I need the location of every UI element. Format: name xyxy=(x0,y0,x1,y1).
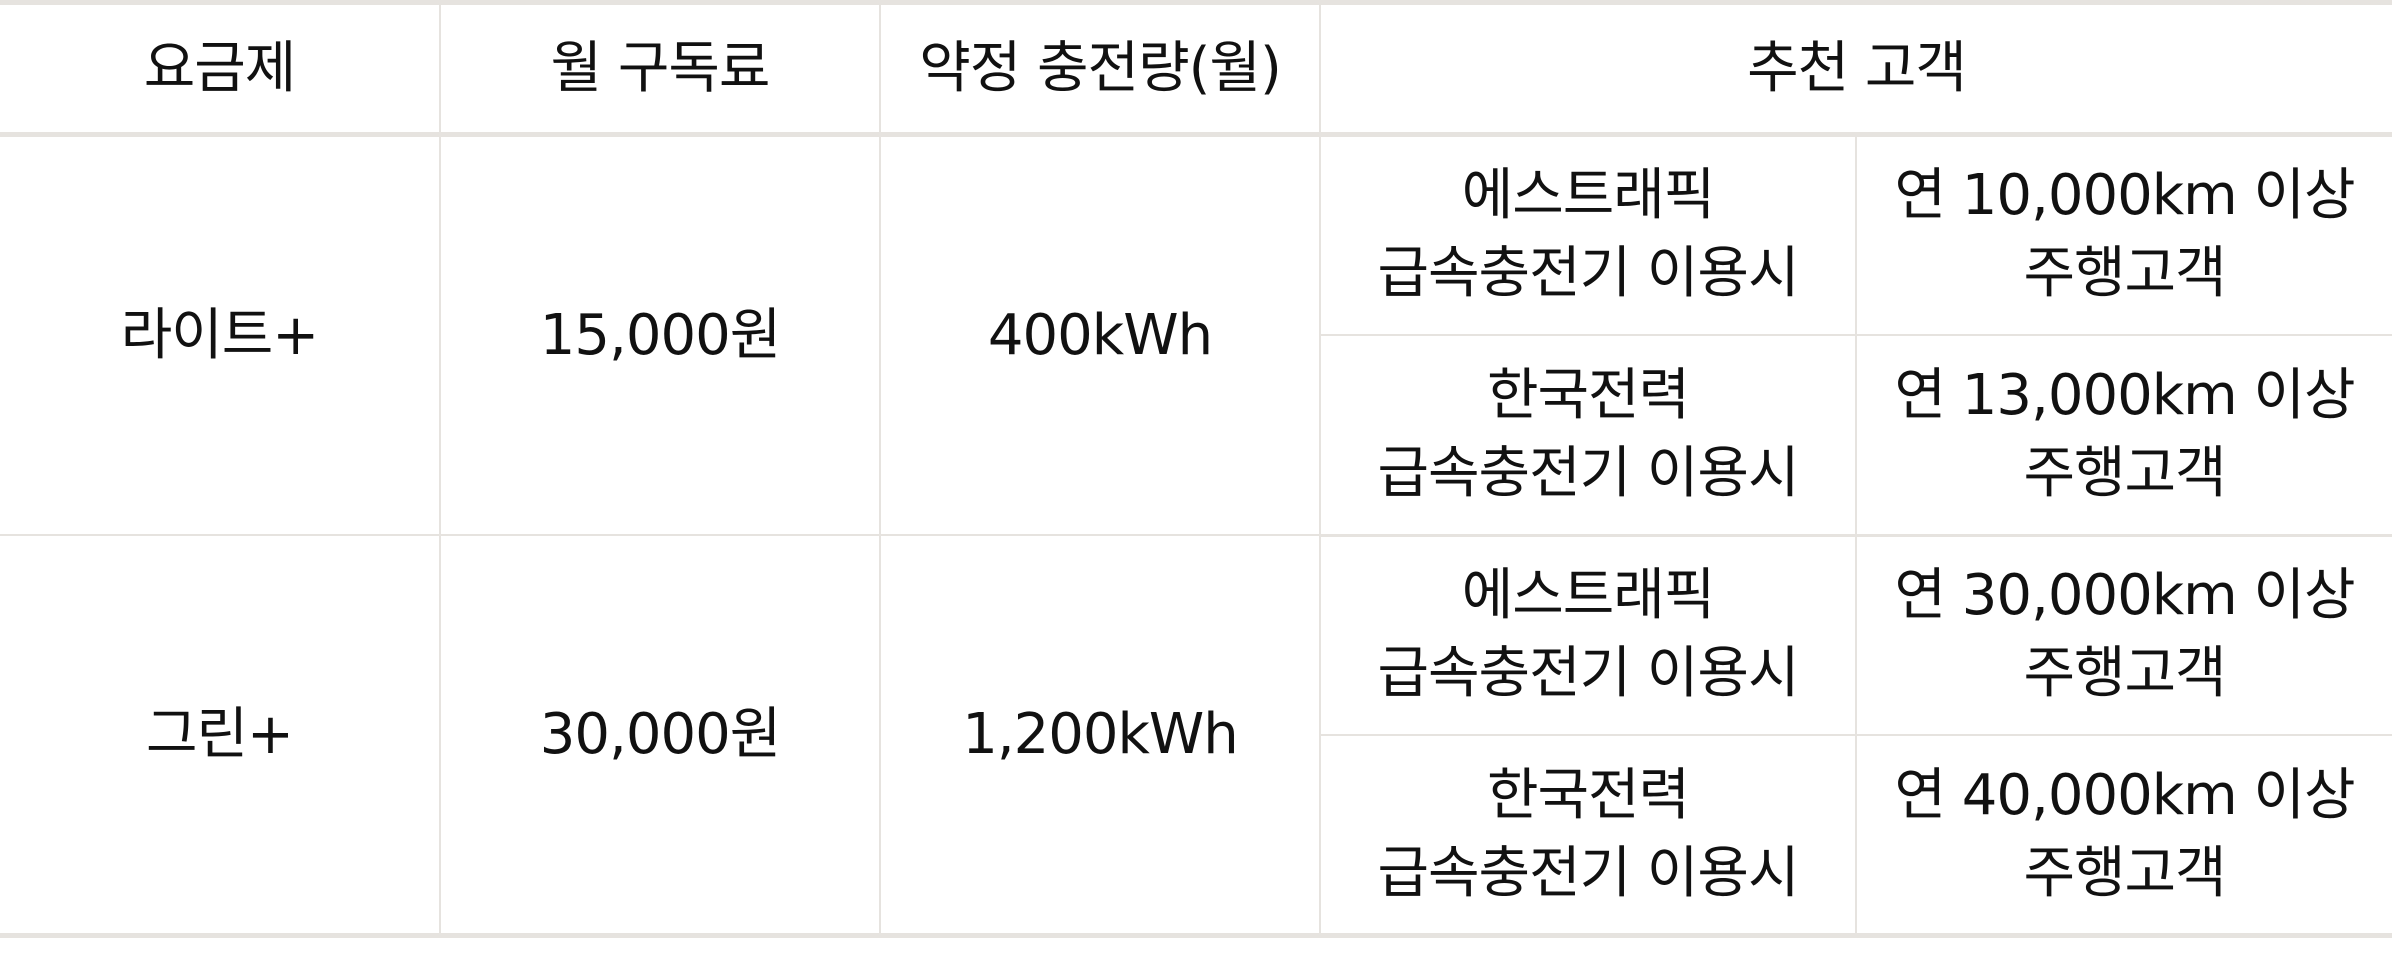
committed-charge-cell: 400kWh xyxy=(879,133,1321,536)
charger-provider: 한국전력 xyxy=(1486,762,1690,828)
table-row: 그린+ 30,000원 1,200kWh 에스트래픽 급속충전기 이용시 연 3… xyxy=(0,533,2392,938)
charger-usage-cell: 에스트래픽 급속충전기 이용시 xyxy=(1319,133,1857,336)
customer-type: 주행고객 xyxy=(2023,641,2226,707)
table-body: 라이트+ 15,000원 400kWh 에스트래픽 급속충전기 이용시 연 10… xyxy=(0,133,2392,939)
charger-usage-note: 급속충전기 이용시 xyxy=(1377,241,1800,307)
annual-distance-cell: 연 10,000km 이상 주행고객 xyxy=(1854,133,2392,336)
annual-distance: 연 13,000km 이상 xyxy=(1894,362,2355,428)
charger-usage-cell: 한국전력 급속충전기 이용시 xyxy=(1319,333,1857,537)
charger-provider: 에스트래픽 xyxy=(1461,563,1716,629)
monthly-fee-cell: 30,000원 xyxy=(439,534,881,938)
customer-type: 주행고객 xyxy=(2023,440,2226,506)
committed-charge-cell: 1,200kWh xyxy=(879,534,1321,938)
annual-distance: 연 40,000km 이상 xyxy=(1894,762,2355,828)
monthly-fee-cell: 15,000원 xyxy=(439,133,881,536)
customer-type: 주행고객 xyxy=(2023,840,2226,906)
table-row: 라이트+ 15,000원 400kWh 에스트래픽 급속충전기 이용시 연 10… xyxy=(0,133,2392,536)
charger-usage-cell: 에스트래픽 급속충전기 이용시 xyxy=(1319,533,1857,737)
charger-usage-note: 급속충전기 이용시 xyxy=(1377,641,1800,707)
annual-distance: 연 30,000km 이상 xyxy=(1894,563,2355,629)
customer-type: 주행고객 xyxy=(2023,241,2226,307)
plan-name-cell: 그린+ xyxy=(0,534,441,938)
charger-usage-note: 급속충전기 이용시 xyxy=(1377,840,1800,906)
table-row: 한국전력 급속충전기 이용시 연 13,000km 이상 주행고객 xyxy=(0,333,2392,537)
charger-provider: 한국전력 xyxy=(1486,362,1690,428)
annual-distance-cell: 연 30,000km 이상 주행고객 xyxy=(1854,533,2392,737)
charger-usage-note: 급속충전기 이용시 xyxy=(1377,440,1800,506)
header-committed-charge: 약정 충전량(월) xyxy=(879,0,1321,137)
header-plan: 요금제 xyxy=(0,0,441,137)
table-header: 요금제 월 구독료 약정 충전량(월) 추천 고객 xyxy=(0,0,2392,137)
annual-distance-cell: 연 13,000km 이상 주행고객 xyxy=(1854,333,2392,537)
annual-distance: 연 10,000km 이상 xyxy=(1894,163,2355,229)
plan-name-cell: 라이트+ xyxy=(0,133,441,536)
annual-distance-cell: 연 40,000km 이상 주행고객 xyxy=(1854,734,2392,939)
table-row: 한국전력 급속충전기 이용시 연 40,000km 이상 주행고객 xyxy=(0,734,2392,939)
charger-usage-cell: 한국전력 급속충전기 이용시 xyxy=(1319,734,1857,939)
header-row: 요금제 월 구독료 약정 충전량(월) 추천 고객 xyxy=(0,0,2392,137)
header-monthly-fee: 월 구독료 xyxy=(439,0,881,137)
charger-provider: 에스트래픽 xyxy=(1461,163,1716,229)
header-recommended-customer: 추천 고객 xyxy=(1318,0,2392,137)
